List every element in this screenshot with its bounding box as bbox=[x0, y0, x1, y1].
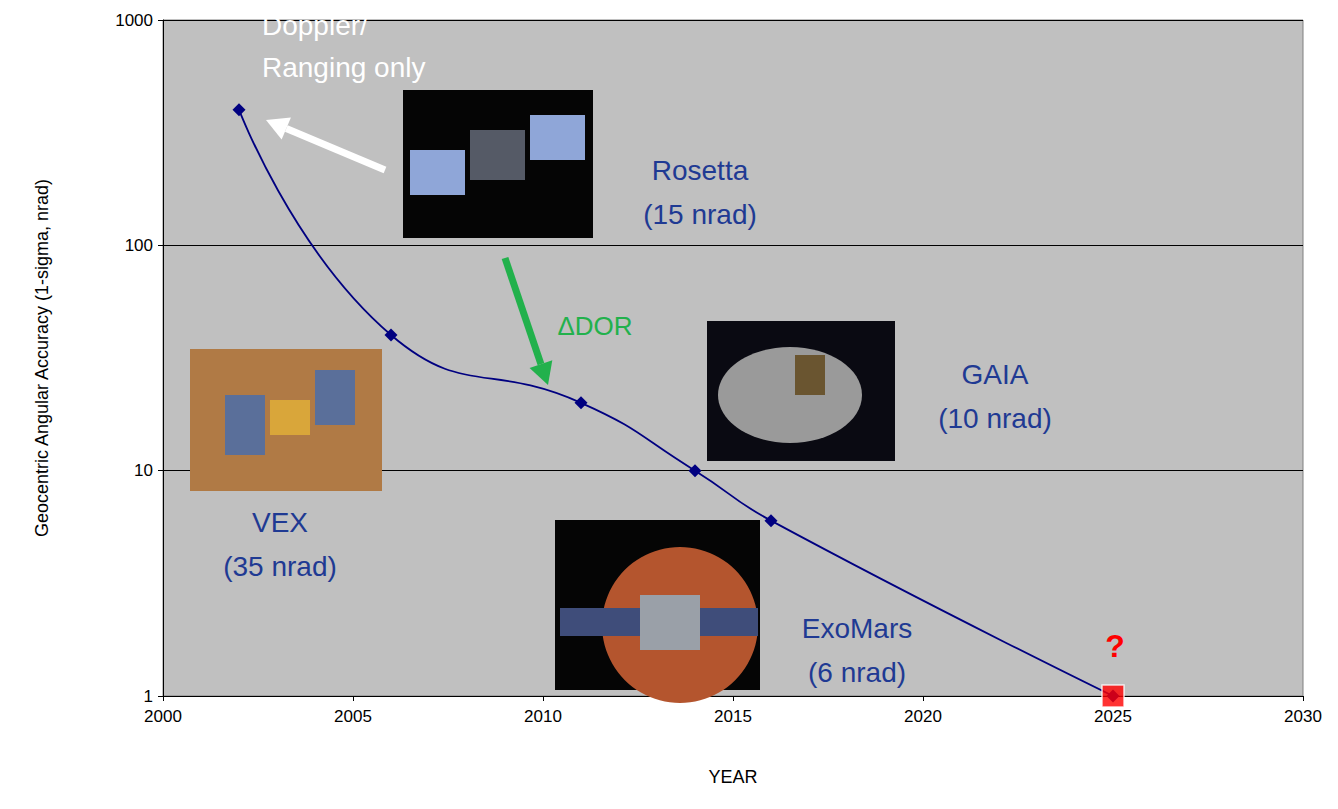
svg-text:ExoMars: ExoMars bbox=[802, 613, 912, 644]
svg-text:Geocentric Angular Accuracy (1: Geocentric Angular Accuracy (1-sigma, nr… bbox=[32, 179, 52, 537]
svg-text:100: 100 bbox=[125, 236, 153, 255]
svg-text:Doppler/: Doppler/ bbox=[262, 10, 368, 41]
svg-text:Rosetta: Rosetta bbox=[652, 155, 749, 186]
svg-text:(10 nrad): (10 nrad) bbox=[938, 403, 1052, 434]
svg-text:2015: 2015 bbox=[714, 707, 752, 726]
svg-text:(6 nrad): (6 nrad) bbox=[808, 657, 906, 688]
svg-text:2000: 2000 bbox=[144, 707, 182, 726]
svg-text:2020: 2020 bbox=[904, 707, 942, 726]
svg-text:(35 nrad): (35 nrad) bbox=[223, 551, 337, 582]
svg-text:2010: 2010 bbox=[524, 707, 562, 726]
svg-text:VEX: VEX bbox=[252, 507, 308, 538]
svg-text:1000: 1000 bbox=[115, 11, 153, 30]
svg-text:10: 10 bbox=[134, 461, 153, 480]
svg-text:?: ? bbox=[1105, 628, 1125, 664]
svg-text:ΔDOR: ΔDOR bbox=[557, 311, 632, 341]
svg-text:2025: 2025 bbox=[1094, 707, 1132, 726]
svg-text:1: 1 bbox=[144, 687, 153, 706]
svg-text:2030: 2030 bbox=[1284, 707, 1322, 726]
svg-text:Ranging only: Ranging only bbox=[262, 52, 425, 83]
svg-text:YEAR: YEAR bbox=[708, 767, 757, 787]
svg-text:GAIA: GAIA bbox=[962, 359, 1029, 390]
svg-text:(15 nrad): (15 nrad) bbox=[643, 199, 757, 230]
svg-text:2005: 2005 bbox=[334, 707, 372, 726]
